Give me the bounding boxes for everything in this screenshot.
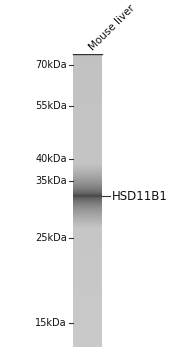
Text: 35kDa: 35kDa <box>35 176 67 186</box>
Text: 70kDa: 70kDa <box>35 60 67 70</box>
Text: Mouse liver: Mouse liver <box>87 3 137 52</box>
Text: 15kDa: 15kDa <box>35 318 67 328</box>
Text: HSD11B1: HSD11B1 <box>112 190 168 203</box>
Text: 25kDa: 25kDa <box>35 233 67 243</box>
Text: 55kDa: 55kDa <box>35 101 67 111</box>
Text: 40kDa: 40kDa <box>36 154 67 164</box>
